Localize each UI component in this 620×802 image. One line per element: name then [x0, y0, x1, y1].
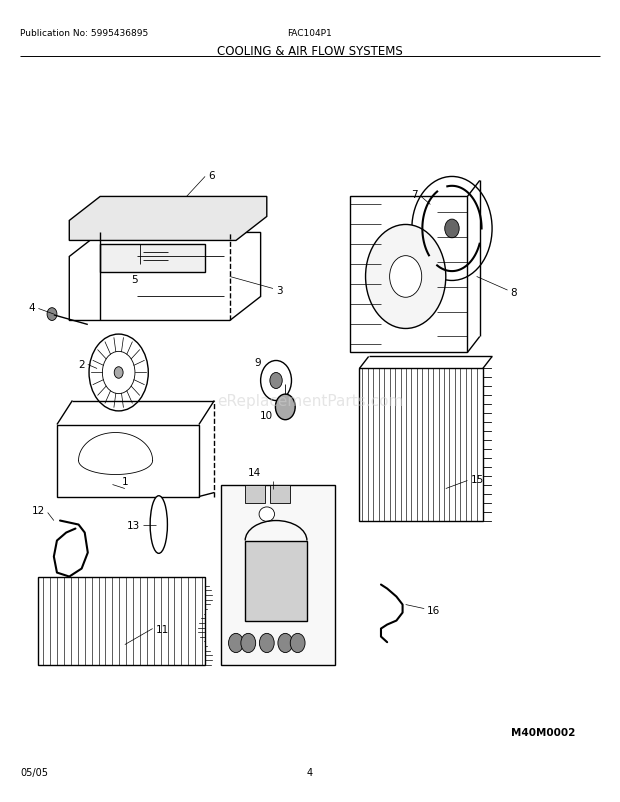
Circle shape [241, 634, 255, 653]
Text: 1: 1 [122, 476, 128, 486]
Bar [38, 577, 205, 665]
Text: 10: 10 [260, 411, 273, 420]
Circle shape [278, 634, 293, 653]
Text: 3: 3 [276, 286, 283, 296]
Text: 16: 16 [427, 606, 441, 615]
Polygon shape [69, 197, 267, 241]
Circle shape [412, 177, 492, 282]
Polygon shape [69, 233, 260, 321]
Text: 05/05: 05/05 [20, 767, 48, 776]
Text: eReplacementParts.com: eReplacementParts.com [217, 394, 403, 408]
Circle shape [114, 367, 123, 379]
Text: 8: 8 [511, 287, 517, 298]
Text: 5: 5 [131, 275, 138, 285]
Circle shape [102, 352, 135, 394]
Text: 4: 4 [29, 302, 35, 313]
Bar [360, 369, 483, 520]
Circle shape [260, 361, 291, 401]
Bar [245, 541, 307, 621]
Text: 6: 6 [208, 171, 215, 180]
Circle shape [229, 634, 243, 653]
Circle shape [47, 308, 57, 321]
Text: 12: 12 [32, 505, 45, 516]
Circle shape [270, 373, 282, 389]
Text: COOLING & AIR FLOW SYSTEMS: COOLING & AIR FLOW SYSTEMS [217, 46, 403, 59]
Ellipse shape [150, 496, 167, 553]
Text: 2: 2 [78, 360, 85, 370]
Bar [270, 486, 290, 504]
Text: 14: 14 [248, 467, 261, 477]
Circle shape [89, 334, 148, 411]
Circle shape [389, 257, 422, 298]
Circle shape [445, 220, 459, 238]
Text: 13: 13 [127, 520, 140, 530]
Text: 9: 9 [254, 358, 260, 367]
Polygon shape [100, 245, 205, 273]
Text: FAC104P1: FAC104P1 [288, 30, 332, 38]
Text: M40M0002: M40M0002 [511, 727, 575, 737]
Circle shape [366, 225, 446, 329]
Text: 15: 15 [471, 474, 484, 484]
Bar [221, 485, 335, 665]
Bar [350, 197, 467, 353]
Bar [245, 486, 265, 504]
Text: 7: 7 [412, 190, 418, 200]
Ellipse shape [259, 508, 275, 521]
Text: 11: 11 [156, 624, 169, 634]
Circle shape [259, 634, 274, 653]
Circle shape [290, 634, 305, 653]
Circle shape [275, 395, 295, 420]
Text: 4: 4 [307, 767, 313, 776]
Polygon shape [57, 425, 199, 497]
Text: Publication No: 5995436895: Publication No: 5995436895 [20, 30, 148, 38]
